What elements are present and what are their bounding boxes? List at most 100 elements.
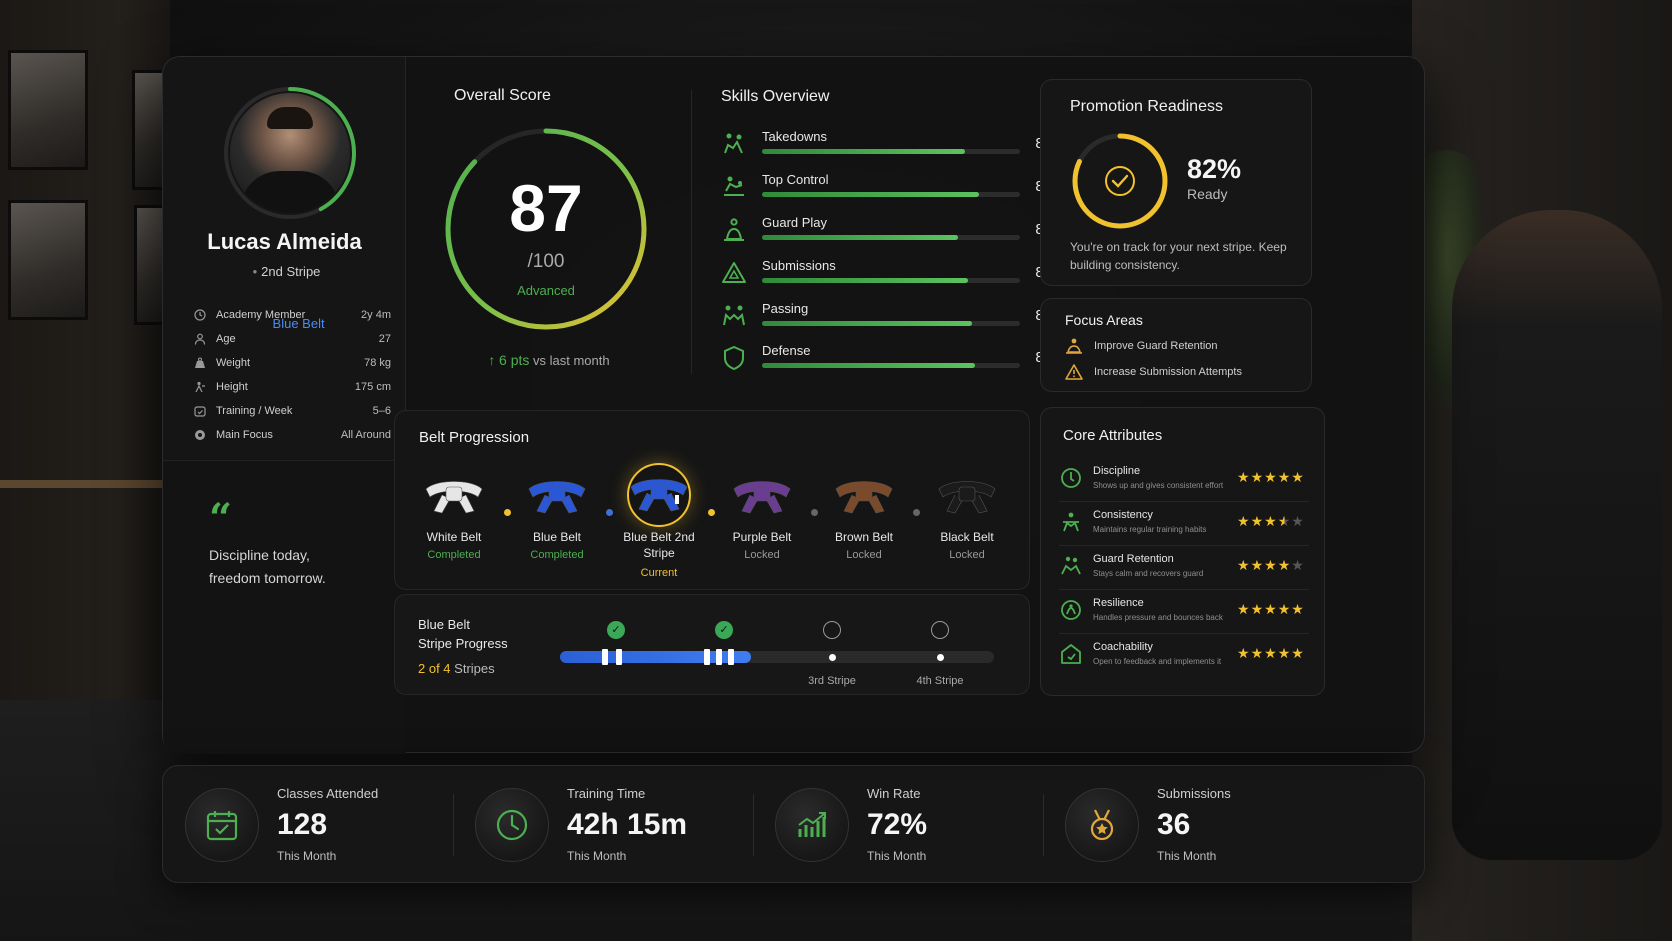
stat-submissions[interactable]: Submissions 36 This Month — [1043, 766, 1343, 884]
attribute-row[interactable]: Consistency Maintains regular training h… — [1059, 502, 1309, 546]
star-icon: ★ — [1250, 601, 1265, 617]
skill-row[interactable]: Takedowns 84 — [721, 129, 1066, 172]
stats-bar: Classes Attended 128 This Month Training… — [162, 765, 1425, 883]
info-row-academy: Academy Member 2y 4m — [193, 303, 391, 327]
belt-connector-dot — [811, 509, 818, 516]
star-icon: ★ — [1264, 513, 1278, 529]
skill-row[interactable]: Top Control 88 — [721, 172, 1066, 215]
attribute-row[interactable]: Coachability Open to feedback and implem… — [1059, 634, 1309, 678]
star-rating: ★★★★★ — [1237, 601, 1305, 618]
quote-icon: “ — [209, 495, 233, 542]
stripe-progress-card: Blue Belt Stripe Progress 2 of 4 Stripes… — [394, 594, 1030, 695]
clock-icon — [193, 308, 207, 322]
skill-row[interactable]: Submissions 85 — [721, 258, 1066, 301]
stat-training-time[interactable]: Training Time 42h 15m This Month — [453, 766, 753, 884]
skill-bar — [762, 278, 1020, 283]
motivational-quote: “ Discipline today, freedom tomorrow. — [163, 460, 406, 754]
star-icon: ★ — [1250, 469, 1265, 485]
stat-win-rate[interactable]: Win Rate 72% This Month — [753, 766, 1043, 884]
star-rating: ★★★★★ — [1237, 645, 1305, 662]
stripe-2-check-icon: ✓ — [715, 621, 733, 639]
top-control-icon — [724, 176, 744, 196]
target-icon — [193, 428, 207, 442]
coachability-icon — [1061, 644, 1081, 664]
stat-value: 42h 15m — [567, 808, 688, 841]
trend-chart-icon — [775, 788, 849, 862]
star-rating: ★★★★★ — [1237, 469, 1305, 486]
shield-icon — [724, 345, 744, 371]
star-icon: ★ — [1291, 645, 1305, 661]
star-icon: ★ — [1277, 557, 1292, 573]
attribute-row[interactable]: Resilience Handles pressure and bounces … — [1059, 590, 1309, 634]
divider — [753, 794, 754, 856]
star-icon: ★ — [1250, 645, 1265, 661]
belt-connector-dot — [606, 509, 613, 516]
stat-value: 72% — [867, 808, 928, 841]
profile-info-list: Academy Member 2y 4m Age 27 Weight 78 kg… — [193, 303, 391, 447]
info-row-age: Age 27 — [193, 327, 391, 351]
focus-areas-card: Focus Areas Improve Guard Retention Incr… — [1040, 298, 1312, 392]
skill-bar-fill — [762, 278, 969, 283]
info-row-focus: Main Focus All Around — [193, 423, 391, 447]
avatar[interactable] — [230, 93, 350, 213]
belt-icon — [425, 481, 483, 514]
belt-item[interactable]: Black Belt Locked — [917, 463, 1017, 583]
avatar-ring — [224, 87, 356, 219]
promotion-readiness-card: Promotion Readiness 82% Ready You're on … — [1040, 79, 1312, 286]
wall-shelf — [0, 480, 170, 488]
guard-icon — [724, 218, 744, 241]
star-icon: ★ — [1264, 645, 1278, 661]
arrow-up-icon: ↑ — [488, 352, 496, 368]
profile-sidebar: Lucas Almeida Blue Belt • 2nd Stripe Acade… — [163, 57, 406, 754]
skills-title: Skills Overview — [721, 88, 830, 105]
skill-row[interactable]: Guard Play 82 — [721, 215, 1066, 258]
consistency-icon — [1063, 512, 1079, 532]
skill-bar-fill — [762, 149, 965, 154]
belt-item[interactable]: Purple Belt Locked — [712, 463, 812, 583]
focus-title: Focus Areas — [1065, 312, 1143, 328]
guard-retention-icon — [1061, 556, 1081, 575]
submission-triangle-icon — [722, 262, 746, 283]
belt-item[interactable]: Blue Belt Completed — [507, 463, 607, 583]
promotion-title: Promotion Readiness — [1070, 98, 1223, 115]
belt-icon — [733, 481, 791, 514]
skill-bar — [762, 149, 1020, 154]
star-rating: ★★★★★ — [1237, 513, 1305, 530]
skill-bar-fill — [762, 321, 972, 326]
quote-text: Discipline today, freedom tomorrow. — [209, 547, 326, 586]
person-icon — [193, 332, 207, 346]
focus-item[interactable]: Improve Guard Retention — [1065, 336, 1305, 356]
belt-item[interactable]: Brown Belt Locked — [814, 463, 914, 583]
focus-item[interactable]: Increase Submission Attempts — [1065, 362, 1305, 382]
skill-row[interactable]: Passing 86 — [721, 301, 1066, 344]
discipline-icon — [1061, 468, 1081, 488]
guard-retention-icon — [1066, 338, 1082, 354]
stripe-label-3rd: 3rd Stripe — [808, 675, 856, 687]
core-title: Core Attributes — [1063, 427, 1163, 444]
attribute-row[interactable]: Discipline Shows up and gives consistent… — [1059, 458, 1309, 502]
belt-item[interactable]: Blue Belt 2nd Stripe Current — [609, 463, 709, 583]
calendar-check-icon — [185, 788, 259, 862]
wall-photo-frame — [8, 50, 88, 170]
star-icon: ★ — [1250, 513, 1265, 529]
belt-icon — [938, 481, 996, 514]
stat-classes[interactable]: Classes Attended 128 This Month — [163, 766, 453, 884]
height-icon — [193, 380, 207, 394]
belt-progression-card: Belt Progression White Belt Completed Bl… — [394, 410, 1030, 590]
attribute-row[interactable]: Guard Retention Stays calm and recovers … — [1059, 546, 1309, 590]
star-icon: ★ — [1237, 601, 1251, 617]
skill-row[interactable]: Defense 87 — [721, 343, 1066, 386]
belt-item[interactable]: White Belt Completed — [404, 463, 504, 583]
skill-bar — [762, 192, 1020, 197]
divider — [691, 90, 692, 374]
athlete-rank: Blue Belt • 2nd Stripe — [163, 264, 406, 331]
stripe-label: 2nd Stripe — [261, 264, 321, 279]
current-belt-ring — [627, 463, 691, 527]
star-icon: ★ — [1237, 469, 1251, 485]
score-gauge — [445, 128, 647, 330]
star-icon: ★ — [1277, 469, 1292, 485]
star-icon: ★ — [1250, 557, 1265, 573]
score-delta: ↑ 6 pts vs last month — [488, 352, 610, 368]
belt-icon — [528, 481, 586, 514]
overall-score-title: Overall Score — [454, 87, 551, 104]
